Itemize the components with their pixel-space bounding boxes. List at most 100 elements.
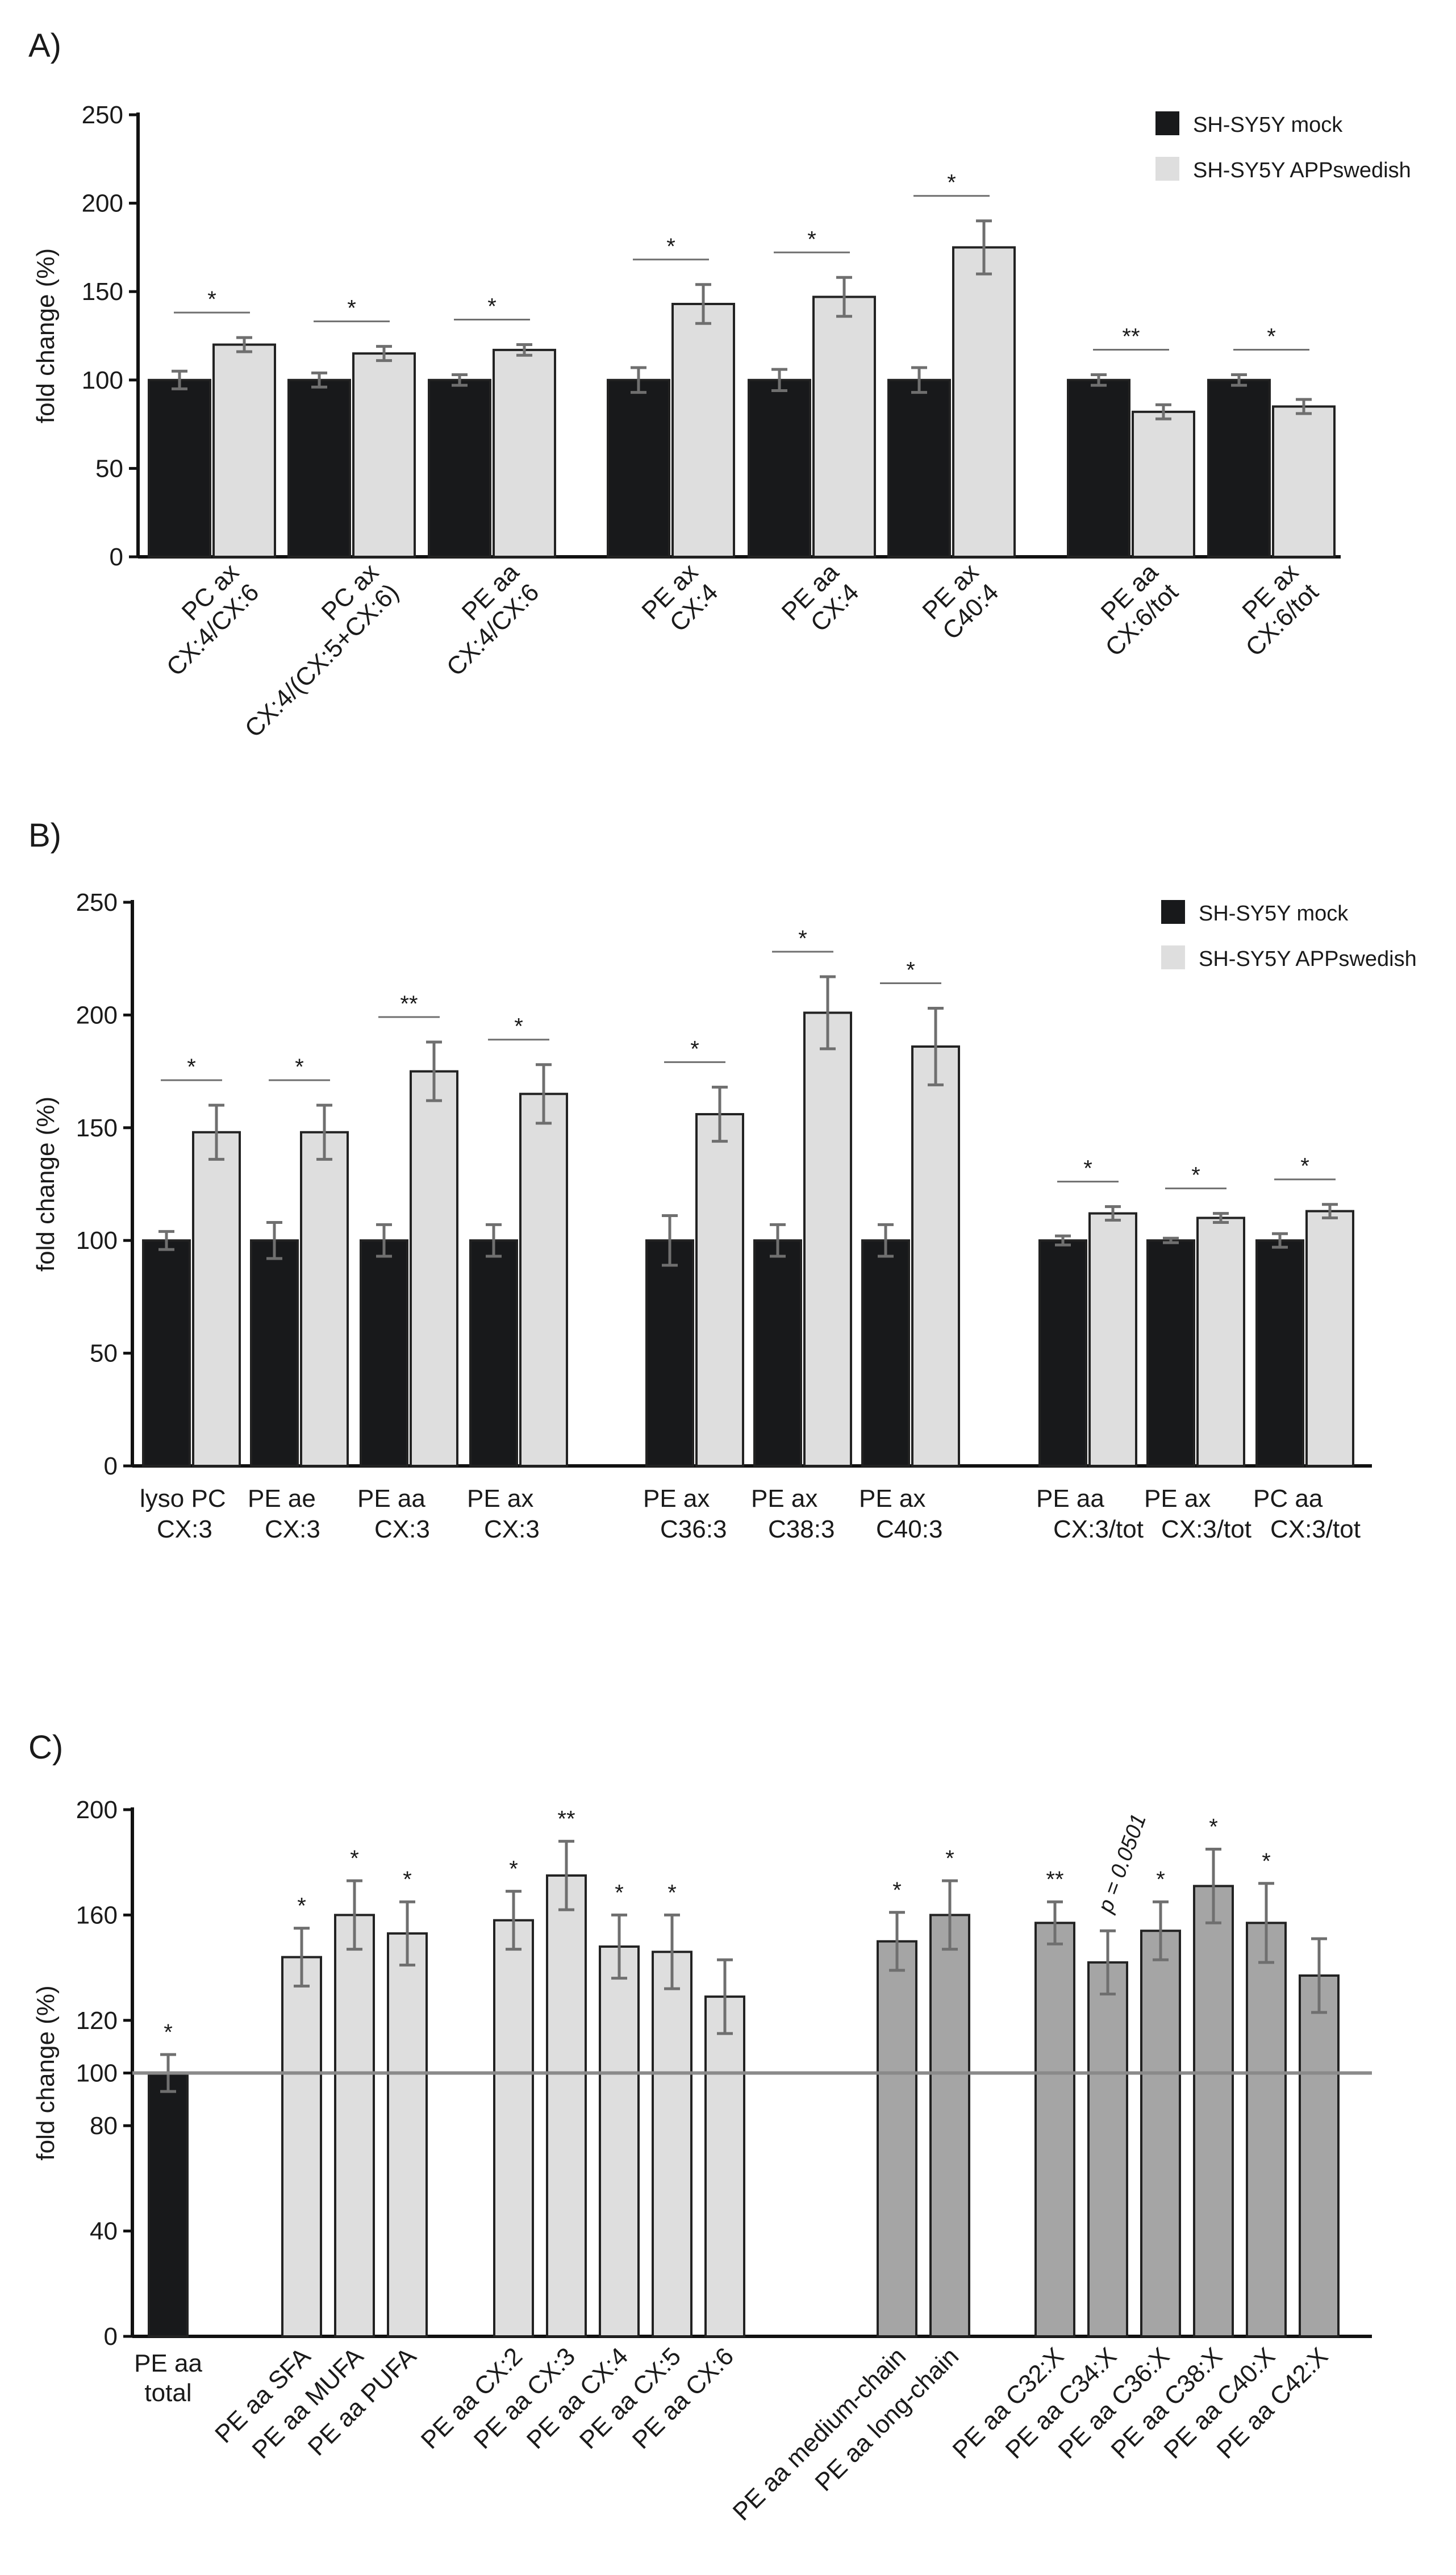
category-label: PC axCX:4/CX:6 — [141, 558, 264, 681]
category-label: PE ax — [467, 1485, 533, 1513]
significance-marker: * — [666, 234, 675, 259]
legend-swatch — [1161, 900, 1185, 924]
category-label: C38:3 — [768, 1515, 835, 1543]
bar-appswedish — [192, 1131, 241, 1467]
significance-marker: ** — [557, 1807, 575, 1832]
category-group: * PE axC40:4 — [887, 170, 1016, 645]
significance-marker: * — [187, 1055, 196, 1080]
significance-marker: * — [403, 1867, 412, 1892]
category-label: PE aaCX:6/tot — [1080, 558, 1184, 662]
category-label: PE axC40:4 — [917, 558, 1004, 645]
bar — [1299, 1974, 1340, 2338]
legend-label: SH-SY5Y mock — [1193, 113, 1343, 137]
bar-group: *PE aa CX:2 — [416, 1857, 534, 2455]
y-tick-label: 100 — [82, 366, 123, 394]
significance-marker: * — [295, 1055, 304, 1080]
bar-mock — [142, 1239, 191, 1467]
category-label: C36:3 — [660, 1515, 727, 1543]
category-label: PE ae — [248, 1485, 316, 1513]
category-group: * PC axCX:4/CX:6 — [141, 287, 276, 681]
y-tick-label: 50 — [95, 455, 123, 482]
category-label: CX:3/tot — [1270, 1515, 1361, 1543]
bar-mock — [645, 1239, 694, 1467]
category-group: * PE aaCX:3/tot — [1036, 1156, 1144, 1543]
significance-marker: * — [164, 2020, 173, 2045]
significance-marker: * — [297, 1894, 306, 1919]
y-tick-label: 40 — [90, 2218, 118, 2245]
significance-marker: * — [945, 1846, 954, 1871]
y-tick-label: 250 — [76, 889, 118, 916]
significance-marker: * — [1267, 324, 1276, 349]
significance-marker: * — [347, 296, 356, 321]
y-tick-label: 120 — [76, 2007, 118, 2035]
category-group: * PE axCX:3/tot — [1144, 1163, 1251, 1543]
bar — [704, 1995, 745, 2338]
bar — [334, 1914, 375, 2338]
category-label: PE aa — [134, 2349, 202, 2377]
significance-marker: * — [1156, 1867, 1165, 1892]
bar — [1034, 1922, 1075, 2338]
category-label: CX:3 — [157, 1515, 212, 1543]
category-label: CX:3 — [484, 1515, 540, 1543]
category-group: * PE axCX:4 — [607, 234, 735, 645]
bar-mock — [287, 378, 351, 558]
bar-mock — [753, 1239, 802, 1467]
bar — [546, 1874, 587, 2338]
category-label: CX:3/tot — [1161, 1515, 1251, 1543]
y-tick-label: 50 — [90, 1340, 118, 1368]
bar-mock — [1067, 378, 1130, 558]
category-label: PE aa — [357, 1485, 425, 1513]
category-label: PE aa — [1036, 1485, 1104, 1513]
bar — [877, 1940, 917, 2338]
bar-appswedish — [1088, 1212, 1137, 1467]
category-label: CX:3 — [265, 1515, 320, 1543]
panel-b: B) 0 50 100 150 200 250 fold change (%) SH-SY5Y … — [28, 817, 1417, 1543]
y-tick-label: 150 — [76, 1114, 118, 1142]
category-label: CX:3/tot — [1053, 1515, 1144, 1543]
legend-label: SH-SY5Y APPswedish — [1193, 159, 1411, 182]
bar — [599, 1945, 640, 2338]
y-axis-title: fold change (%) — [32, 1985, 60, 2160]
significance-marker: * — [690, 1036, 699, 1061]
bar-appswedish — [352, 352, 416, 558]
significance-marker: * — [207, 287, 216, 312]
legend-label: SH-SY5Y mock — [1199, 902, 1349, 926]
bar-mock — [148, 378, 211, 558]
category-group: * PE axC40:3 — [859, 957, 960, 1543]
bar-appswedish — [1196, 1216, 1245, 1468]
category-label: PE ax — [859, 1485, 925, 1513]
bar-mock — [1207, 378, 1271, 558]
category-label: PE aaCX:4/CX:6 — [421, 558, 544, 681]
y-tick-label: 250 — [82, 101, 123, 129]
bar-appswedish — [812, 295, 876, 558]
category-label: lyso PC — [140, 1485, 226, 1513]
category-label: PE axCX:4 — [636, 558, 723, 645]
panel-label: A) — [28, 27, 61, 64]
bar-mock — [748, 378, 811, 558]
category-group: * PC aaCX:3/tot — [1253, 1154, 1361, 1543]
bar-mock — [428, 378, 491, 558]
significance-marker: * — [1262, 1849, 1271, 1874]
bar-appswedish — [1305, 1210, 1354, 1467]
bar-appswedish — [493, 348, 556, 558]
category-group: * PE axCX:3 — [467, 1014, 568, 1543]
y-tick-label: 100 — [76, 1227, 118, 1255]
category-label: C40:3 — [876, 1515, 942, 1543]
y-tick-label: 0 — [110, 543, 123, 571]
bar-appswedish — [519, 1093, 568, 1467]
bar-mock — [360, 1239, 408, 1467]
bar-mock — [1255, 1239, 1304, 1467]
legend-swatch — [1155, 157, 1179, 181]
bar-mock — [861, 1239, 910, 1467]
y-axis-title: fold change (%) — [32, 248, 60, 423]
significance-marker: * — [906, 957, 915, 982]
bar-appswedish — [952, 246, 1016, 558]
panel-label: B) — [28, 817, 61, 854]
significance-marker: * — [350, 1846, 359, 1871]
bar — [281, 1956, 322, 2338]
bar-appswedish — [300, 1131, 349, 1467]
